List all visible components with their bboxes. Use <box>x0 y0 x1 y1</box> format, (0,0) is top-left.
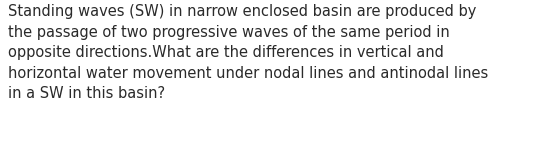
Text: Standing waves (SW) in narrow enclosed basin are produced by
the passage of two : Standing waves (SW) in narrow enclosed b… <box>8 4 489 101</box>
